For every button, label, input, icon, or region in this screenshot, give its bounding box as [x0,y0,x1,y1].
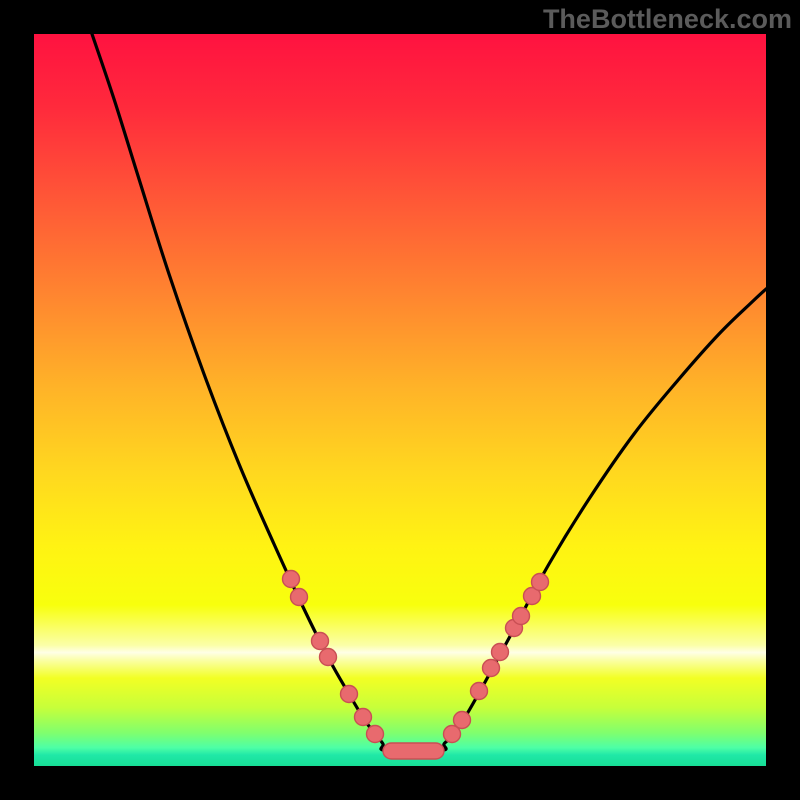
left-marker-3 [320,649,337,666]
right-marker-1 [454,712,471,729]
right-marker-4 [492,644,509,661]
right-marker-6 [513,608,530,625]
bottleneck-curve-layer [34,34,766,766]
watermark-text: TheBottleneck.com [543,4,792,35]
plot-area [34,34,766,766]
left-marker-0 [283,571,300,588]
left-marker-4 [341,686,358,703]
right-marker-2 [471,683,488,700]
left-marker-1 [291,589,308,606]
left-marker-5 [355,709,372,726]
right-marker-8 [532,574,549,591]
optimal-range-pill [383,743,444,759]
v-curve-path [92,34,766,750]
left-marker-6 [367,726,384,743]
right-marker-3 [483,660,500,677]
left-marker-2 [312,633,329,650]
